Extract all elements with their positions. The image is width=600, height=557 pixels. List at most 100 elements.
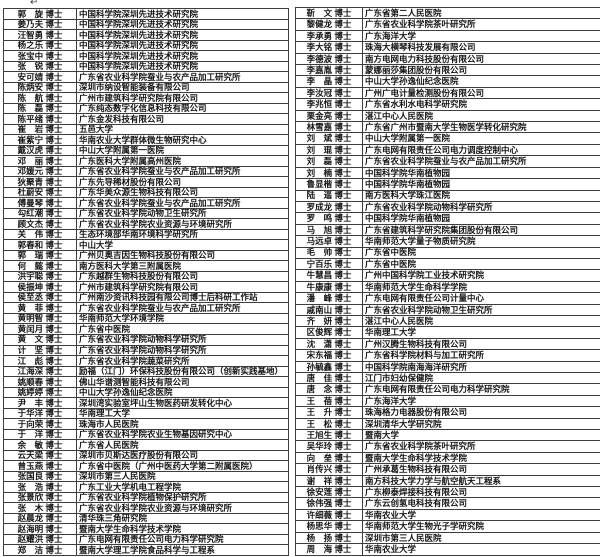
person-name-cell: 侯至丞 博士: [3, 291, 77, 304]
table-row: 刘 琨 博士 广东电网有限责任公司电力调度控制中心: [295, 143, 600, 157]
right-table-body: 靳 文 博士 广东省第二人民医院 黎健龙 博士 广东省农业科学院茶叶研究所 李承勇 博士…: [295, 6, 600, 556]
person-name-cell: 傅曼琴 博士: [3, 197, 77, 209]
person-name-cell: 郭 瑞 博士: [3, 249, 77, 262]
person-name-cell: 孙毓鑫 博士: [295, 360, 363, 374]
person-name-cell: 黎健龙 博士: [295, 18, 363, 31]
table-row: 栗金亮 博士 湛江中心人民医院: [295, 109, 600, 123]
organization-cell: 中山大学: [76, 239, 289, 251]
organization-cell: 广东电网有限责任公司电力科学研究院: [362, 383, 600, 396]
person-name-cell: 牛慧昌 博士: [295, 269, 363, 282]
table-row: 靳 文 博士 广东省第二人民医院: [295, 6, 600, 20]
table-row: 邓 丽 博士 广东医科大学附属高州医院: [3, 155, 289, 167]
organization-cell: 广州广电计量检测股份有限公司: [362, 86, 600, 100]
person-name-cell: 陆 遥 博士: [295, 189, 363, 202]
table-row: 杨 扬 博士 深圳市第三人民医院: [295, 531, 600, 545]
table-row: 邓媛元 博士 广东省农业科学院蚕业与农产品加工研究所: [3, 165, 289, 178]
person-name-cell: 于华洋 博士: [3, 407, 77, 420]
organization-cell: 广东省中医院: [76, 323, 289, 335]
organization-cell: 华南农业大学: [362, 543, 600, 556]
person-name-cell: 陈 航 博士: [3, 92, 77, 104]
organization-cell: 广东省农业科学院茶叶研究所: [362, 18, 600, 31]
organization-cell: 广东省中医院: [362, 246, 600, 259]
table-row: 姚婷婷 博士 中山大学孙逸仙纪念医院: [3, 386, 289, 399]
table-row: 余 敏 博士 广东省人民医院: [3, 439, 289, 451]
person-name-cell: 靳 文 博士: [295, 6, 363, 20]
organization-cell: 广东省农业科学院蚕业与农产品加工研究所: [76, 197, 289, 209]
person-name-cell: 张 木 博士: [3, 502, 77, 514]
table-row: 狄聚青 博士 广东先导稀材股份有限公司: [3, 176, 289, 188]
table-row: 尹 丰 博士 深圳湾实验室坪山生物医药研发转化中心: [3, 397, 289, 409]
person-name-cell: 沈 潇 博士: [295, 337, 363, 351]
person-name-cell: 栗金亮 博士: [295, 109, 363, 123]
table-row: 牛慧昌 博士 广州中国科学院工业技术研究院: [295, 269, 600, 282]
table-row: 肖传兴 博士 广州承葛生物科技有限公司: [295, 463, 600, 476]
person-name-cell: 关 伟 博士: [3, 228, 77, 241]
person-name-cell: 唐 念 博士: [295, 383, 363, 396]
table-row: 徐安莲 博士 广东柳泰焊接科技有限公司: [295, 486, 600, 499]
organization-cell: 广东纯态数字化信息科技有限公司: [76, 102, 289, 115]
person-name-cell: 张宝中 博士: [3, 50, 77, 62]
organization-cell: 中山大学孙逸仙纪念医院: [76, 386, 289, 399]
organization-cell: 广东省农业科学院动物卫生研究所: [362, 303, 600, 316]
organization-cell: 广东省农业科学院动物卫生研究所: [76, 207, 289, 220]
person-name-cell: 张 浩 博士: [3, 481, 77, 493]
person-name-cell: 潘 峰 博士: [295, 292, 363, 305]
organization-cell: 华南师范大学生命科学学院: [362, 280, 600, 294]
table-row: 何 懿 博士 南方医科大学第三附属医院: [3, 260, 289, 272]
organization-cell: 广东华美众源生物科技有限公司: [76, 186, 289, 199]
person-name-cell: 刘 琨 博士: [295, 143, 363, 157]
person-name-cell: 张景欣 博士: [3, 491, 77, 504]
table-row: 陈炳安 博士 深圳市纳设智能装备有限公司: [3, 81, 289, 94]
person-name-cell: 郑 洁 博士: [3, 544, 77, 556]
organization-cell: 暨南大学生命科学技术学院: [362, 451, 600, 465]
organization-cell: 深圳市贝斯达医疗股份有限公司: [76, 449, 289, 462]
organization-cell: 广东工业大学机电工程学院: [76, 481, 289, 493]
person-name-cell: 李 晶 博士: [295, 75, 363, 88]
table-row: 郑 洁 博士 暨南大学理工学院食品科学与工程系: [3, 544, 289, 556]
organization-cell: 深圳清华大学研究院: [362, 417, 600, 431]
table-row: 侯至丞 博士 广州南沙资讯科技园有限公司博士后科研工作站: [3, 291, 289, 304]
table-row: 潘 峰 博士 广东电网有限责任公司计量中心: [295, 292, 600, 305]
organization-cell: 中国科学院南海海洋研究所: [362, 360, 600, 374]
person-name-cell: 王旭生 博士: [295, 429, 363, 442]
organization-cell: 广东先导稀材股份有限公司: [76, 176, 289, 188]
table-row: 郭 旋 博士 中国科学院深圳先进技术研究院: [3, 8, 289, 20]
table-row: 区俊辉 博士 华南理工大学: [295, 326, 600, 339]
person-name-cell: 云天梁 博士: [3, 449, 77, 462]
table-row: 李嘉胤 博士 蒙娜丽莎集团股份有限公司: [295, 64, 600, 77]
organization-cell: 华南理工大学: [76, 407, 289, 420]
table-row: 谢 祥 博士 南方科技大学力学与航空航天工程系: [295, 474, 600, 488]
table-row: 张 锐 博士 中国科学院深圳先进技术研究院: [3, 60, 289, 73]
person-name-cell: 姚婷婷 博士: [3, 386, 77, 399]
organization-cell: 广东海洋大学: [362, 29, 600, 43]
organization-cell: 蒙娜丽莎集团股份有限公司: [362, 64, 600, 77]
organization-cell: 中山大学附属第一医院: [76, 144, 289, 157]
table-row: 关 伟 博士 生态环境部华南环境科学研究所: [3, 228, 289, 241]
table-row: 李大铭 博士 珠海大横琴科技发展有限公司: [295, 41, 600, 54]
person-name-cell: 汪智勇 博士: [3, 29, 77, 41]
organization-cell: 广东省中医院（广州中医药大学第二附属医院）: [76, 460, 289, 472]
table-row: 刘 楠 博士 中国科学院华南植物园: [295, 166, 600, 180]
table-row: 黄 文 博士 广东省农业科学院动物科学研究所: [3, 334, 289, 346]
person-name-cell: 于 洋 博士: [3, 428, 77, 441]
person-name-cell: 陈平绪 博士: [3, 113, 77, 125]
table-row: 唐 佳 博士 江门市妇幼保健院: [295, 371, 600, 385]
person-name-cell: 齐 妍 博士: [295, 314, 363, 328]
person-name-cell: 姚顺春 博士: [3, 376, 77, 388]
organization-cell: 南方医科大学第三附属医院: [76, 260, 289, 272]
table-row: 李兆恒 博士 广东省水利水电科学研究院: [295, 98, 600, 111]
phd-roster-table-right: 靳 文 博士 广东省第二人民医院 黎健龙 博士 广东省农业科学院茶叶研究所 李承勇 博士…: [295, 6, 600, 556]
organization-cell: 中国科学院深圳先进技术研究院: [76, 50, 289, 62]
table-row: 黎健龙 博士 广东省农业科学院茶叶研究所: [295, 18, 600, 31]
person-name-cell: 郭春和 博士: [3, 239, 77, 251]
person-name-cell: 刘 磊 博士: [295, 155, 363, 168]
organization-cell: 生态环境部华南环境科学研究所: [76, 228, 289, 241]
person-name-cell: 邓媛元 博士: [3, 165, 77, 178]
organization-cell: 广东省农业科学院蔬菜研究所: [76, 355, 289, 367]
organization-cell: 中山大学孙逸仙纪念医院: [362, 75, 600, 88]
person-name-cell: 鲁显楷 博士: [295, 178, 363, 191]
table-row: 云天梁 博士 深圳市贝斯达医疗股份有限公司: [3, 449, 289, 462]
organization-cell: 深圳市纳设智能装备有限公司: [76, 81, 289, 94]
organization-cell: 广东省农业科学院动物科学研究所: [76, 344, 289, 356]
